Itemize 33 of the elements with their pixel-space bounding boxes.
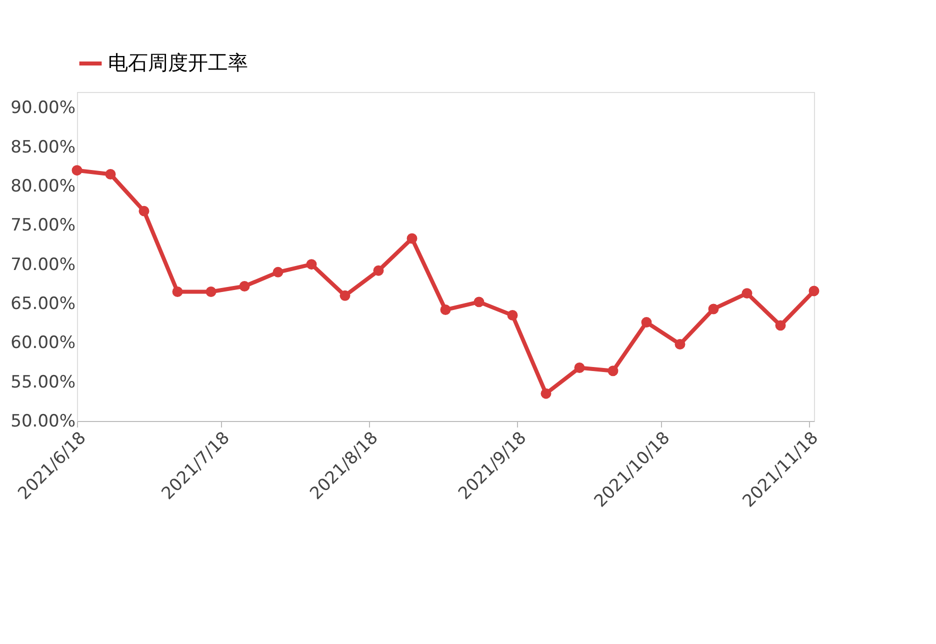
point	[138, 206, 150, 216]
y-tick-label: 55.00%	[10, 372, 76, 392]
point	[742, 288, 752, 299]
y-tick-label: 75.00%	[10, 216, 76, 236]
legend-label: 电石周度开工率	[108, 50, 248, 74]
point	[239, 281, 250, 292]
y-tick-label: 90.00%	[10, 98, 76, 118]
y-tick-label: 80.00%	[10, 176, 76, 196]
point	[105, 169, 116, 180]
y-tick-label: 60.00%	[10, 333, 76, 354]
y-tick-label: 85.00%	[10, 137, 76, 158]
point	[775, 320, 786, 331]
point	[340, 290, 350, 301]
point	[474, 296, 484, 308]
y-tick-label: 65.00%	[10, 294, 76, 314]
point	[608, 366, 618, 376]
point	[540, 388, 552, 399]
point	[72, 165, 82, 176]
point	[172, 286, 183, 297]
point	[206, 286, 216, 297]
point	[574, 362, 585, 373]
y-tick-label: 70.00%	[10, 254, 76, 275]
point	[373, 265, 384, 276]
point	[507, 310, 518, 320]
point	[306, 259, 317, 270]
point	[406, 233, 418, 244]
point	[641, 317, 652, 328]
y-tick-label: 50.00%	[10, 412, 76, 432]
point	[674, 339, 686, 350]
point	[808, 286, 820, 296]
point	[708, 304, 719, 314]
point	[440, 304, 451, 315]
point	[272, 266, 284, 278]
